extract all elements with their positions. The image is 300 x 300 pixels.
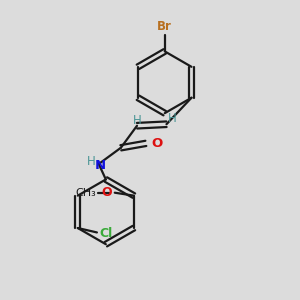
Text: CH₃: CH₃ (75, 188, 96, 198)
Text: N: N (95, 159, 106, 172)
Text: Cl: Cl (99, 227, 112, 240)
Text: H: H (86, 155, 95, 168)
Text: O: O (102, 186, 112, 199)
Text: Br: Br (157, 20, 172, 33)
Text: H: H (167, 112, 176, 125)
Text: H: H (133, 114, 141, 127)
Text: O: O (151, 137, 162, 150)
